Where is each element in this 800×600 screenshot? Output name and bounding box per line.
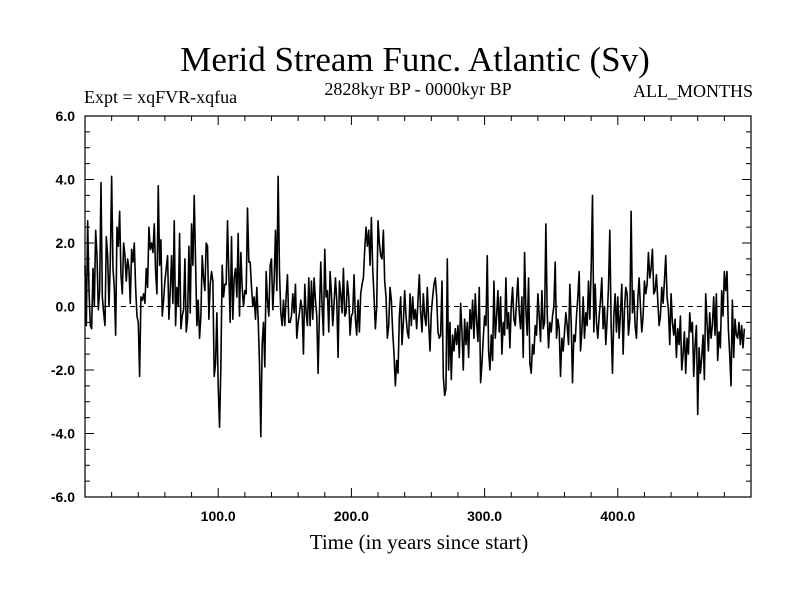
x-tick-label: 100.0	[201, 508, 236, 524]
plot-area: 100.0 200.0 300.0 400.0 -6.0 -4.0 -2.0 0.0 2.0 4…	[51, 108, 752, 524]
y-tick-label: 0.0	[56, 299, 76, 315]
y-tick-label: 2.0	[56, 235, 76, 251]
x-tick-label: 300.0	[467, 508, 502, 524]
y-tick-label: -4.0	[51, 426, 75, 442]
experiment-label: Expt = xqFVR-xqfua	[84, 87, 237, 107]
data-series-line	[84, 175, 746, 438]
x-axis-tick-labels: 100.0 200.0 300.0 400.0	[201, 508, 636, 524]
x-axis-title: Time (in years since start)	[310, 530, 529, 554]
chart-title: Merid Stream Func. Atlantic (Sv)	[180, 40, 650, 79]
months-label: ALL_MONTHS	[633, 81, 753, 101]
time-range-label: 2828kyr BP - 0000kyr BP	[324, 79, 511, 99]
y-axis-tick-labels: -6.0 -4.0 -2.0 0.0 2.0 4.0 6.0	[51, 108, 75, 505]
y-tick-label: 6.0	[56, 108, 76, 124]
x-tick-label: 400.0	[600, 508, 635, 524]
y-tick-label: -6.0	[51, 489, 75, 505]
x-tick-label: 200.0	[334, 508, 369, 524]
y-tick-label: -2.0	[51, 362, 75, 378]
plot-frame	[84, 115, 752, 498]
y-tick-label: 4.0	[56, 172, 76, 188]
